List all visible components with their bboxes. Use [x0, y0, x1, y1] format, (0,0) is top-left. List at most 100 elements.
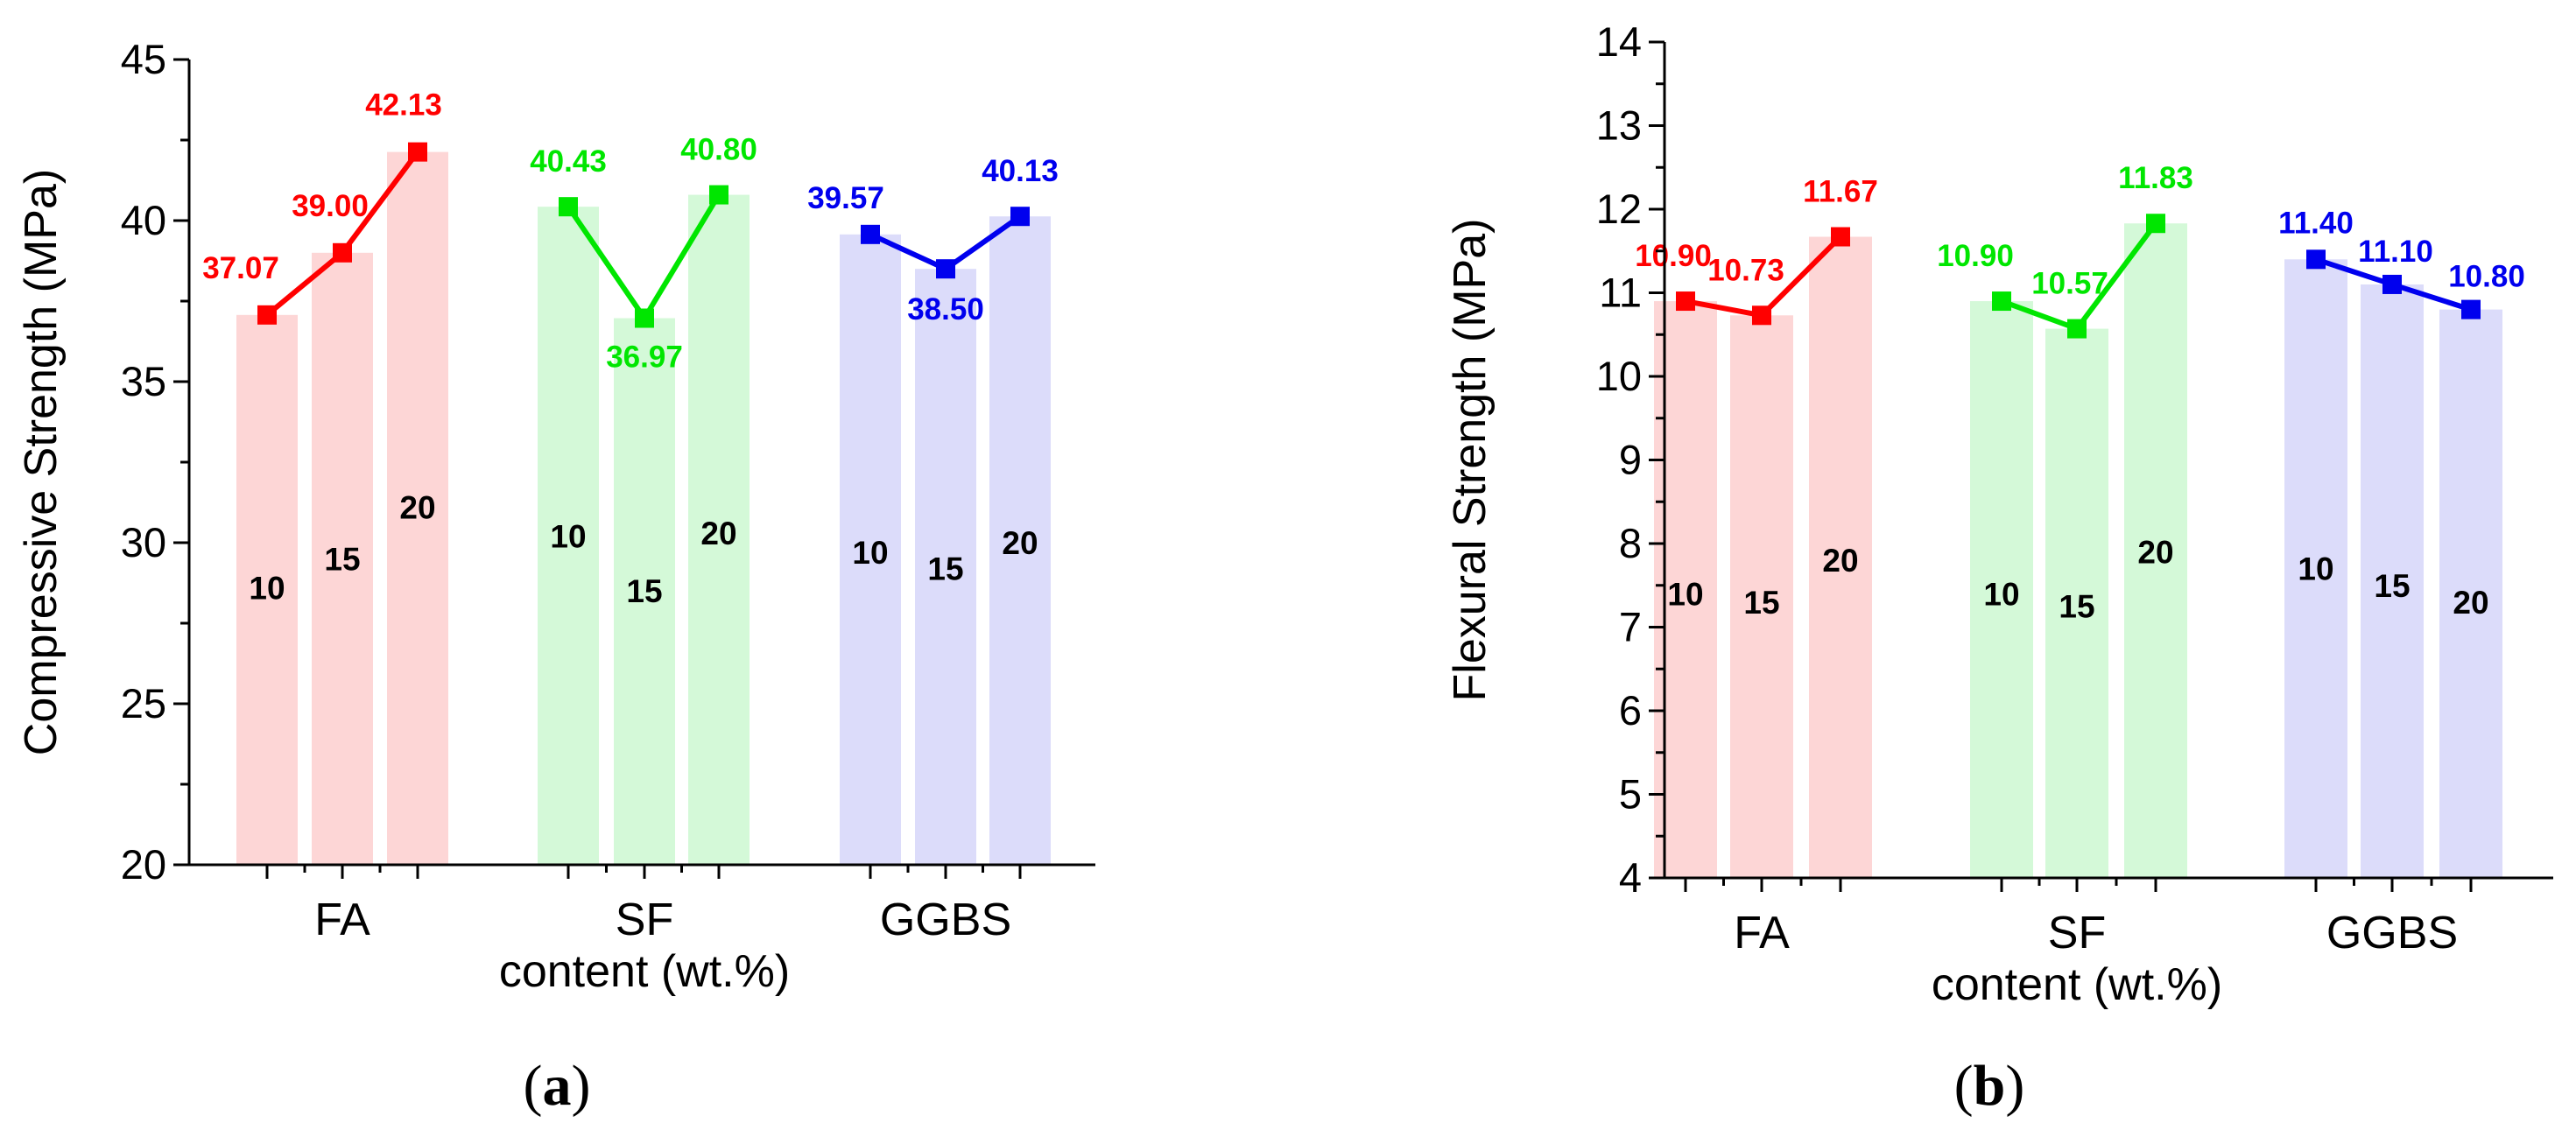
bar-fa-20	[387, 151, 448, 866]
bar-fa-15	[312, 252, 373, 865]
y-tick-label: 40	[121, 197, 166, 243]
y-axis-title: Flexural Strength (MPa)	[1445, 219, 1496, 702]
value-label: 36.97	[606, 340, 683, 375]
category-label: SF	[616, 895, 673, 945]
value-label: 11.10	[2358, 235, 2433, 269]
y-tick-label: 11	[1599, 270, 1642, 316]
y-tick-label: 45	[121, 36, 166, 82]
bar-content-label: 20	[2137, 535, 2173, 571]
y-tick-label: 8	[1619, 520, 1642, 566]
y-tick-label: 5	[1619, 771, 1642, 818]
bar-content-label: 15	[1743, 585, 1779, 621]
value-label: 10.57	[2031, 267, 2108, 301]
value-label: 10.80	[2448, 260, 2525, 294]
marker-fa-15	[1752, 305, 1771, 326]
bar-sf-20	[688, 194, 750, 865]
marker-ggbs-15	[2382, 274, 2402, 294]
y-tick-label: 9	[1619, 437, 1642, 483]
panel-caption: (b)	[1954, 1054, 2025, 1118]
bar-content-label: 10	[1667, 576, 1703, 612]
category-label: SF	[2048, 908, 2106, 958]
marker-sf-15	[2067, 319, 2087, 339]
value-label: 10.90	[1635, 239, 1712, 273]
x-axis-title: content (wt.%)	[499, 946, 790, 997]
marker-sf-20	[2146, 214, 2165, 234]
marker-ggbs-15	[936, 259, 955, 279]
bar-content-label: 20	[2453, 585, 2488, 621]
bar-fa-10	[236, 314, 298, 866]
panel-a-compressive-strength: 10 15 20 10 15 20 10 15 20 37.07 39.00 42.13 40.43 36…	[16, 36, 1095, 1118]
bar-content-label: 10	[550, 519, 586, 555]
category-label: GGBS	[2326, 908, 2458, 958]
value-label: 10.73	[1707, 253, 1784, 287]
y-axis-title: Compressive Strength (MPa)	[16, 169, 67, 755]
value-label: 37.07	[202, 251, 279, 285]
y-tick-label: 7	[1619, 604, 1642, 650]
marker-fa-10	[1676, 291, 1695, 312]
y-tick-label: 30	[121, 519, 166, 565]
y-tick-label: 25	[121, 680, 166, 726]
bar-ggbs-10	[2284, 259, 2347, 878]
bar-ggbs-15	[2361, 284, 2424, 878]
bar-content-label: 10	[249, 571, 285, 607]
bar-fa-20	[1809, 236, 1872, 878]
bar-sf-15	[2045, 328, 2108, 878]
bar-sf-10	[538, 207, 599, 865]
bar-content-label: 20	[1002, 525, 1038, 561]
value-label: 42.13	[365, 88, 442, 123]
value-label: 40.80	[680, 133, 757, 167]
bar-sf-10	[1970, 301, 2033, 878]
bar-content-label: 20	[399, 490, 435, 526]
bar-content-label: 10	[2298, 551, 2333, 587]
marker-ggbs-20	[1010, 207, 1030, 227]
bar-content-label: 15	[2374, 568, 2410, 604]
bar-content-label: 15	[2059, 589, 2094, 625]
bar-content-label: 15	[626, 573, 662, 609]
bar-fa-15	[1730, 315, 1793, 878]
marker-ggbs-10	[861, 224, 880, 244]
category-label: FA	[314, 895, 370, 945]
value-label: 11.40	[2278, 206, 2354, 240]
marker-fa-15	[333, 242, 352, 263]
marker-fa-20	[408, 142, 427, 162]
y-tick-label: 20	[121, 841, 166, 888]
y-tick-label: 10	[1596, 353, 1642, 399]
marker-sf-20	[709, 185, 728, 205]
marker-ggbs-20	[2461, 299, 2481, 319]
value-label: 10.90	[1937, 239, 2014, 273]
marker-sf-10	[559, 197, 578, 217]
y-tick-label: 6	[1619, 687, 1642, 733]
marker-fa-20	[1831, 227, 1850, 247]
value-label: 39.00	[292, 189, 369, 223]
bar-ggbs-10	[840, 234, 901, 866]
y-tick-label: 4	[1619, 854, 1642, 901]
panel-caption: (a)	[524, 1054, 591, 1118]
value-label: 11.67	[1803, 175, 1878, 209]
bar-ggbs-15	[915, 269, 976, 865]
marker-fa-10	[257, 305, 277, 325]
bar-content-label: 20	[700, 516, 736, 551]
category-label: FA	[1734, 908, 1790, 958]
value-label: 38.50	[907, 292, 984, 326]
marker-ggbs-10	[2306, 249, 2326, 270]
value-label: 40.43	[530, 144, 607, 179]
value-label: 39.57	[807, 181, 884, 215]
y-tick-label: 14	[1596, 18, 1642, 65]
bar-content-label: 15	[927, 551, 963, 586]
marker-sf-10	[1992, 291, 2011, 312]
marker-sf-15	[635, 308, 654, 328]
value-label: 40.13	[982, 154, 1059, 188]
bar-ggbs-20	[989, 216, 1051, 865]
bar-content-label: 10	[1983, 576, 2019, 612]
bar-content-label: 10	[852, 535, 888, 571]
y-tick-label: 13	[1596, 102, 1642, 149]
bar-ggbs-20	[2439, 309, 2502, 879]
bar-content-label: 15	[324, 541, 360, 577]
bar-content-label: 20	[1822, 543, 1858, 579]
y-tick-label: 12	[1596, 186, 1642, 232]
value-label: 11.83	[2118, 161, 2193, 195]
bar-sf-15	[614, 318, 675, 865]
y-tick-label: 35	[121, 358, 166, 404]
